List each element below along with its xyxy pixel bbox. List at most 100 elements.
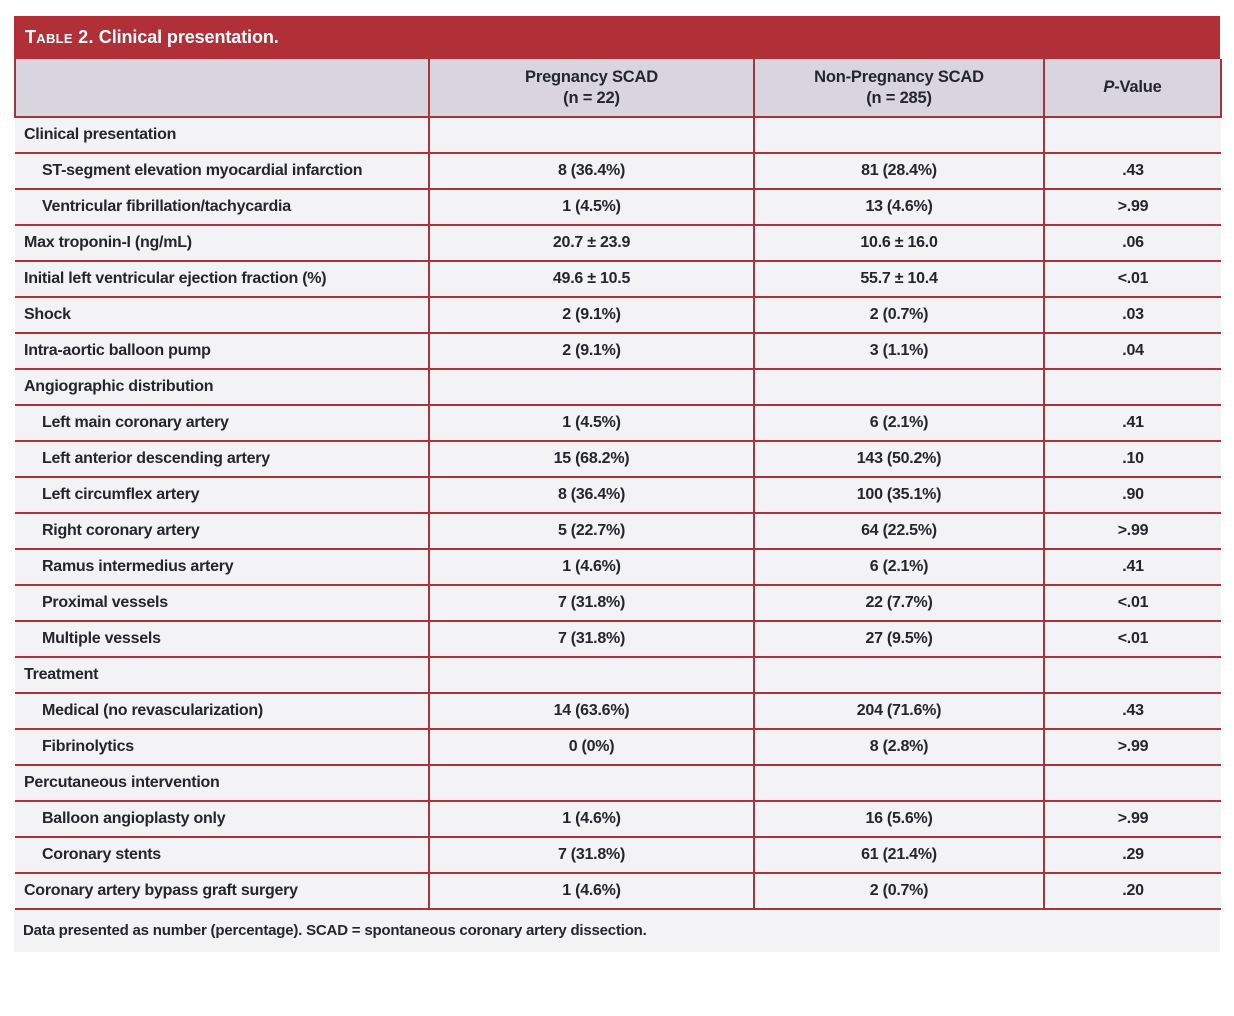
p-value: >.99 <box>1043 800 1221 837</box>
non-pregnancy-value: 22 (7.7%) <box>753 584 1044 621</box>
non-pregnancy-value: 16 (5.6%) <box>753 800 1044 837</box>
pregnancy-value: 1 (4.6%) <box>428 800 754 837</box>
table-row: ST-segment elevation myocardial infarcti… <box>15 152 1221 189</box>
non-pregnancy-value: 6 (2.1%) <box>753 548 1044 585</box>
table-row: Intra-aortic balloon pump 2 (9.1%) 3 (1.1%… <box>15 332 1221 369</box>
header-pregnancy-line2: (n = 22) <box>563 88 620 107</box>
pregnancy-value: 1 (4.6%) <box>428 548 754 585</box>
row-label: Angiographic distribution <box>15 368 429 405</box>
p-value: >.99 <box>1043 512 1221 549</box>
row-label: Initial left ventricular ejection fracti… <box>15 260 429 297</box>
p-value: >.99 <box>1043 728 1221 765</box>
table-row: Fibrinolytics 0 (0%) 8 (2.8%) >.99 <box>15 728 1221 765</box>
section-row: Percutaneous intervention <box>15 764 1221 801</box>
row-label: ST-segment elevation myocardial infarcti… <box>15 152 429 189</box>
pregnancy-value: 5 (22.7%) <box>428 512 754 549</box>
p-value: .03 <box>1043 296 1221 333</box>
row-label: Coronary artery bypass graft surgery <box>15 872 429 910</box>
header-pregnancy-scad: Pregnancy SCAD (n = 22) <box>428 59 754 117</box>
p-value: .29 <box>1043 836 1221 873</box>
p-value: .41 <box>1043 548 1221 585</box>
non-pregnancy-value: 8 (2.8%) <box>753 728 1044 765</box>
non-pregnancy-value: 2 (0.7%) <box>753 872 1044 910</box>
non-pregnancy-value: 27 (9.5%) <box>753 620 1044 657</box>
pregnancy-value: 2 (9.1%) <box>428 332 754 369</box>
p-value <box>1043 116 1221 153</box>
pregnancy-value: 8 (36.4%) <box>428 152 754 189</box>
non-pregnancy-value: 10.6 ± 16.0 <box>753 224 1044 261</box>
non-pregnancy-value: 100 (35.1%) <box>753 476 1044 513</box>
table-row: Left main coronary artery 1 (4.5%) 6 (2.1%… <box>15 404 1221 441</box>
row-label: Proximal vessels <box>15 584 429 621</box>
pregnancy-value: 1 (4.5%) <box>428 188 754 225</box>
p-value: .41 <box>1043 404 1221 441</box>
pregnancy-value: 7 (31.8%) <box>428 620 754 657</box>
non-pregnancy-value: 64 (22.5%) <box>753 512 1044 549</box>
table-row: Max troponin-I (ng/mL) 20.7 ± 23.9 10.6 ± … <box>15 224 1221 261</box>
header-non-pregnancy-line1: Non-Pregnancy SCAD <box>814 67 984 86</box>
non-pregnancy-value: 55.7 ± 10.4 <box>753 260 1044 297</box>
table-row: Medical (no revascularization) 14 (63.6%)… <box>15 692 1221 729</box>
table-row: Left circumflex artery 8 (36.4%) 100 (35.1… <box>15 476 1221 513</box>
p-value <box>1043 656 1221 693</box>
table-row: Left anterior descending artery 15 (68.2%… <box>15 440 1221 477</box>
pregnancy-value: 7 (31.8%) <box>428 836 754 873</box>
table-title-number: Table 2. <box>25 27 94 47</box>
pregnancy-value: 7 (31.8%) <box>428 584 754 621</box>
non-pregnancy-value <box>753 656 1044 693</box>
row-label: Right coronary artery <box>15 512 429 549</box>
non-pregnancy-value <box>753 116 1044 153</box>
p-value: .10 <box>1043 440 1221 477</box>
p-value: <.01 <box>1043 260 1221 297</box>
row-label: Fibrinolytics <box>15 728 429 765</box>
p-value: <.01 <box>1043 584 1221 621</box>
header-non-pregnancy-scad: Non-Pregnancy SCAD (n = 285) <box>753 59 1044 117</box>
pregnancy-value: 49.6 ± 10.5 <box>428 260 754 297</box>
table-row: Ramus intermedius artery 1 (4.6%) 6 (2.1%)… <box>15 548 1221 585</box>
pregnancy-value <box>428 116 754 153</box>
p-value: .20 <box>1043 872 1221 910</box>
table-row: Multiple vessels 7 (31.8%) 27 (9.5%) <.01 <box>15 620 1221 657</box>
pregnancy-value: 0 (0%) <box>428 728 754 765</box>
row-label: Max troponin-I (ng/mL) <box>15 224 429 261</box>
row-label: Shock <box>15 296 429 333</box>
row-label: Coronary stents <box>15 836 429 873</box>
non-pregnancy-value: 61 (21.4%) <box>753 836 1044 873</box>
pregnancy-value: 8 (36.4%) <box>428 476 754 513</box>
non-pregnancy-value <box>753 368 1044 405</box>
table-row: Coronary artery bypass graft surgery 1 (4… <box>15 872 1221 910</box>
non-pregnancy-value: 2 (0.7%) <box>753 296 1044 333</box>
table-title-bar: Table 2. Clinical presentation. <box>14 16 1220 59</box>
p-value: .90 <box>1043 476 1221 513</box>
clinical-presentation-table: Table 2. Clinical presentation. Pregnanc… <box>14 16 1222 952</box>
table-row: Proximal vessels 7 (31.8%) 22 (7.7%) <.01 <box>15 584 1221 621</box>
non-pregnancy-value <box>753 764 1044 801</box>
row-label: Left anterior descending artery <box>15 440 429 477</box>
row-label: Percutaneous intervention <box>15 764 429 801</box>
table-row: Coronary stents 7 (31.8%) 61 (21.4%) .29 <box>15 836 1221 873</box>
pregnancy-value: 2 (9.1%) <box>428 296 754 333</box>
pregnancy-value <box>428 764 754 801</box>
table-header: Pregnancy SCAD (n = 22) Non-Pregnancy SC… <box>14 59 1222 117</box>
header-empty-cell <box>14 59 429 117</box>
table-footnote: Data presented as number (percentage). S… <box>14 910 1220 952</box>
table-title-text: Clinical presentation. <box>98 27 279 47</box>
p-value: .06 <box>1043 224 1221 261</box>
pregnancy-value: 20.7 ± 23.9 <box>428 224 754 261</box>
pregnancy-value <box>428 656 754 693</box>
row-label: Left main coronary artery <box>15 404 429 441</box>
table-row: Initial left ventricular ejection fracti… <box>15 260 1221 297</box>
section-row: Clinical presentation <box>15 116 1221 153</box>
row-label: Balloon angioplasty only <box>15 800 429 837</box>
non-pregnancy-value: 6 (2.1%) <box>753 404 1044 441</box>
row-label: Ramus intermedius artery <box>15 548 429 585</box>
non-pregnancy-value: 13 (4.6%) <box>753 188 1044 225</box>
pregnancy-value: 14 (63.6%) <box>428 692 754 729</box>
p-value: <.01 <box>1043 620 1221 657</box>
row-label: Medical (no revascularization) <box>15 692 429 729</box>
non-pregnancy-value: 143 (50.2%) <box>753 440 1044 477</box>
p-value: .43 <box>1043 152 1221 189</box>
row-label: Intra-aortic balloon pump <box>15 332 429 369</box>
pregnancy-value: 1 (4.6%) <box>428 872 754 910</box>
header-pregnancy-line1: Pregnancy SCAD <box>525 67 658 86</box>
